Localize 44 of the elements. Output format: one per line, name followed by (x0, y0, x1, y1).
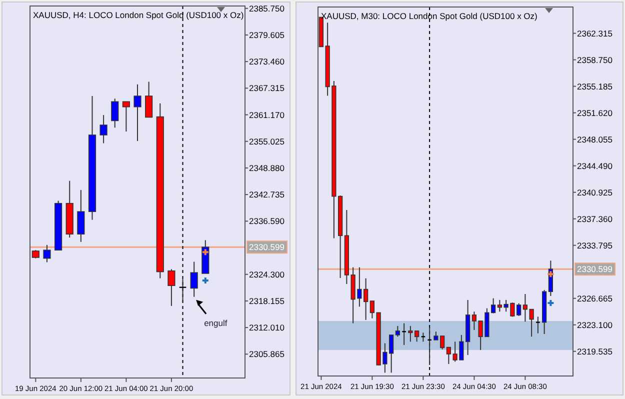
y-tick-label: 2333.795 (577, 240, 613, 250)
y-tick-label: 2358.750 (577, 54, 613, 65)
candlestick (77, 189, 85, 242)
y-tick-label: 2379.605 (249, 30, 285, 40)
candlestick (145, 81, 153, 118)
candlestick (134, 84, 142, 142)
y-tick-label: 2319.535 (577, 346, 613, 356)
y-tick-label: 2385.750 (249, 3, 285, 14)
candlestick (395, 325, 400, 338)
y-tick-label: 2305.865 (249, 349, 285, 360)
y-tick-label: 2351.620 (577, 108, 613, 118)
candlestick (529, 308, 534, 338)
y-tick-label: 2324.300 (249, 269, 285, 280)
candlestick (516, 302, 522, 316)
candlestick (122, 101, 130, 132)
ref-line-label: 2330.599 (249, 242, 285, 252)
y-tick-label: 2318.155 (249, 296, 285, 306)
text: XAUUSD, H4: LOCO London Spot Gold (USD100 x Oz) (33, 10, 244, 20)
candlestick (43, 244, 51, 263)
y-tick-label: 2361.170 (249, 110, 285, 120)
y-tick-label: 2355.025 (249, 136, 285, 146)
annotation: engulf (204, 318, 228, 328)
y-tick-label: 2348.880 (249, 162, 285, 173)
y-tick-label: 2337.360 (577, 214, 613, 224)
y-tick-label: 2344.490 (577, 160, 613, 171)
ref-line-label: 2330.599 (577, 264, 613, 274)
candlestick (535, 316, 540, 334)
candlestick (522, 293, 528, 322)
candlestick (190, 261, 198, 298)
y-tick-label: 2348.055 (577, 134, 613, 144)
candlestick (111, 98, 119, 128)
y-tick-label: 2326.665 (577, 293, 613, 304)
y-tick-label: 2373.460 (249, 56, 285, 67)
text: XAUUSD, M30: LOCO London Spot Gold (USD100 x Oz) (321, 11, 538, 21)
candlestick (100, 114, 108, 144)
y-tick-label: 2362.315 (577, 28, 613, 38)
y-tick-label: 2340.925 (577, 187, 613, 198)
candlestick (168, 268, 176, 306)
y-tick-label: 2312.010 (249, 322, 285, 333)
y-tick-label: 2336.590 (249, 216, 285, 226)
y-tick-label: 2367.315 (249, 83, 285, 94)
y-tick-label: 2342.735 (249, 190, 285, 200)
y-tick-label: 2355.185 (577, 81, 613, 92)
y-tick-label: 2323.100 (577, 320, 613, 330)
